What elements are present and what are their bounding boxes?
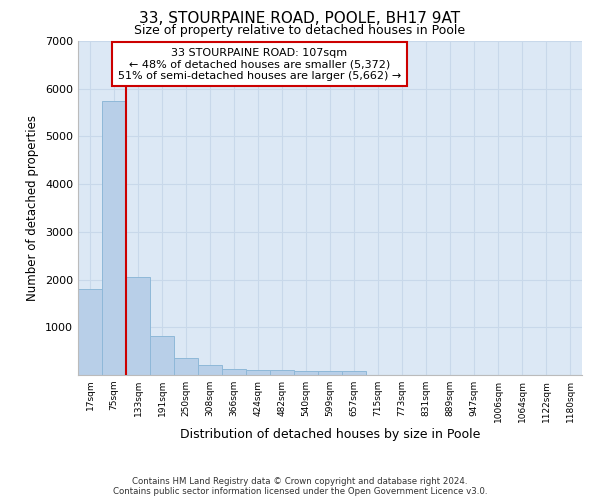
Bar [318, 372, 342, 375]
Bar [270, 370, 294, 375]
Bar [150, 336, 174, 375]
Bar [198, 364, 222, 375]
Bar [294, 372, 318, 375]
Text: Contains HM Land Registry data © Crown copyright and database right 2024.
Contai: Contains HM Land Registry data © Crown c… [113, 476, 487, 496]
Bar [78, 289, 102, 375]
Bar [102, 100, 126, 375]
Text: 33 STOURPAINE ROAD: 107sqm
← 48% of detached houses are smaller (5,372)
51% of s: 33 STOURPAINE ROAD: 107sqm ← 48% of deta… [118, 48, 401, 81]
Bar [342, 372, 366, 375]
Y-axis label: Number of detached properties: Number of detached properties [26, 115, 40, 301]
Text: 33, STOURPAINE ROAD, POOLE, BH17 9AT: 33, STOURPAINE ROAD, POOLE, BH17 9AT [139, 11, 461, 26]
Bar [246, 370, 270, 375]
Bar [174, 358, 198, 375]
Bar [222, 370, 246, 375]
X-axis label: Distribution of detached houses by size in Poole: Distribution of detached houses by size … [180, 428, 480, 440]
Bar [126, 277, 150, 375]
Text: Size of property relative to detached houses in Poole: Size of property relative to detached ho… [134, 24, 466, 37]
